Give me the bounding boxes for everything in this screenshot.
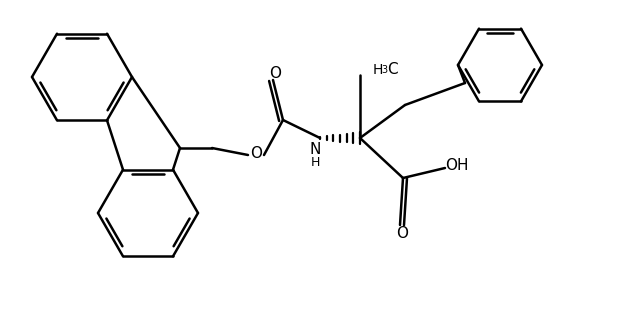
Text: H: H <box>310 156 320 169</box>
Text: O: O <box>269 67 281 81</box>
Text: O: O <box>396 225 408 240</box>
Text: O: O <box>250 146 262 160</box>
Text: 3: 3 <box>381 65 387 75</box>
Text: OH: OH <box>445 159 468 174</box>
Text: C: C <box>387 63 397 77</box>
Text: H: H <box>373 63 383 77</box>
Text: N: N <box>309 142 321 157</box>
